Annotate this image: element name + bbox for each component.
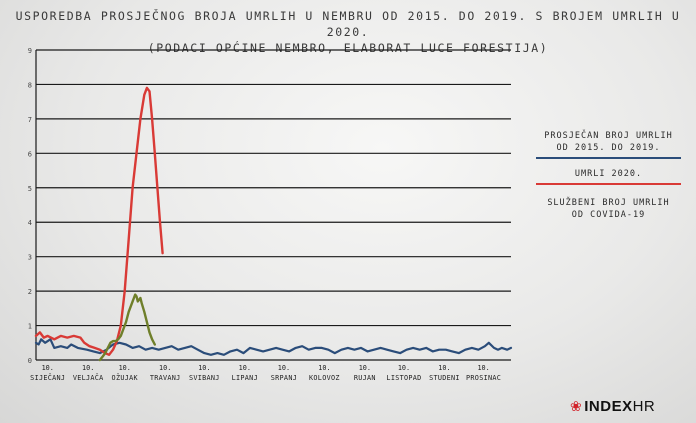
legend-swatch-deaths-2020 [536, 183, 681, 185]
indexhr-logo: ❀ INDEXHR [570, 398, 655, 415]
brand-part1: INDEX [584, 398, 633, 415]
chart-title: USPOREDBA PROSJEČNOG BROJA UMRLIH U NEMB… [0, 8, 696, 56]
brand-part2: HR [632, 398, 656, 415]
y-tick-label-0: 0 [28, 357, 32, 365]
y-tick-label-9: 9 [28, 47, 32, 55]
x-tick-label-0: SIJEČANJ [30, 373, 65, 382]
legend-label-deaths-2020: UMRLI 2020. [574, 169, 643, 179]
x-tick-day-6: 10. [278, 364, 290, 372]
y-tick-label-6: 6 [28, 150, 32, 158]
x-tick-day-5: 10. [239, 364, 251, 372]
legend-item-covid: SLUŽBENI BROJ UMRLIH OD COVIDA-19 [536, 197, 681, 221]
y-tick-label-5: 5 [28, 185, 32, 193]
legend-item-average: PROSJEČAN BROJ UMRLIH OD 2015. DO 2019. [536, 130, 681, 159]
x-tick-day-8: 10. [359, 364, 371, 372]
legend-swatch-average [536, 157, 681, 159]
chart-title-line2: (PODACI OPĆINE NEMBRO, ELABORAT LUCE FOR… [147, 41, 549, 55]
x-tick-day-4: 10. [198, 364, 210, 372]
legend-label-average-line1: PROSJEČAN BROJ UMRLIH [544, 131, 673, 141]
y-tick-label-2: 2 [28, 288, 32, 296]
y-tick-label-1: 1 [28, 323, 32, 331]
x-tick-day-11: 10. [477, 364, 489, 372]
x-tick-day-7: 10. [318, 364, 330, 372]
legend-label-covid-line2: OD COVIDA-19 [571, 210, 646, 220]
x-tick-label-7: KOLOVOZ [309, 374, 340, 382]
x-tick-label-4: SVIBANJ [189, 374, 220, 382]
legend-label-covid-line1: SLUŽBENI BROJ UMRLIH [547, 198, 670, 208]
x-tick-day-10: 10. [438, 364, 450, 372]
x-tick-day-0: 10. [42, 364, 54, 372]
x-tick-label-11: PROSINAC [466, 374, 501, 382]
legend-item-deaths-2020: UMRLI 2020. [536, 168, 681, 185]
x-tick-day-3: 10. [159, 364, 171, 372]
x-tick-label-1: VELJAČA [73, 373, 104, 382]
chart-title-line1: USPOREDBA PROSJEČNOG BROJA UMRLIH U NEMB… [15, 9, 681, 39]
y-tick-label-3: 3 [28, 254, 32, 262]
series-line-covid [98, 293, 157, 362]
legend-label-average-line2: OD 2015. DO 2019. [556, 143, 661, 153]
y-tick-label-7: 7 [28, 116, 32, 124]
x-tick-day-1: 10. [82, 364, 94, 372]
x-tick-label-10: STUDENI [429, 374, 460, 382]
x-tick-label-6: SRPANJ [271, 374, 297, 382]
y-tick-label-8: 8 [28, 81, 32, 89]
x-tick-day-9: 10. [398, 364, 410, 372]
x-tick-label-2: OŽUJAK [112, 373, 139, 382]
x-tick-day-2: 10. [119, 364, 131, 372]
x-tick-label-3: TRAVANJ [150, 374, 181, 382]
y-tick-label-4: 4 [28, 219, 32, 227]
flame-icon: ❀ [570, 398, 583, 414]
x-tick-label-9: LISTOPAD [386, 374, 421, 382]
x-tick-label-5: LIPANJ [232, 374, 258, 382]
series-line-deaths-2020 [34, 86, 164, 356]
x-tick-label-8: RUJAN [354, 374, 376, 382]
